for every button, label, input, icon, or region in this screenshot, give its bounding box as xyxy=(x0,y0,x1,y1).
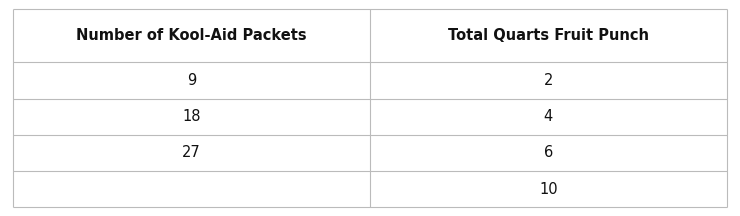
Text: 6: 6 xyxy=(544,145,553,160)
Text: 4: 4 xyxy=(544,109,553,124)
Text: Number of Kool-Aid Packets: Number of Kool-Aid Packets xyxy=(76,28,307,43)
Text: Total Quarts Fruit Punch: Total Quarts Fruit Punch xyxy=(448,28,649,43)
Text: 10: 10 xyxy=(539,182,558,197)
Text: 2: 2 xyxy=(544,73,553,88)
Text: 9: 9 xyxy=(187,73,196,88)
Text: 27: 27 xyxy=(182,145,201,160)
Text: 18: 18 xyxy=(182,109,201,124)
